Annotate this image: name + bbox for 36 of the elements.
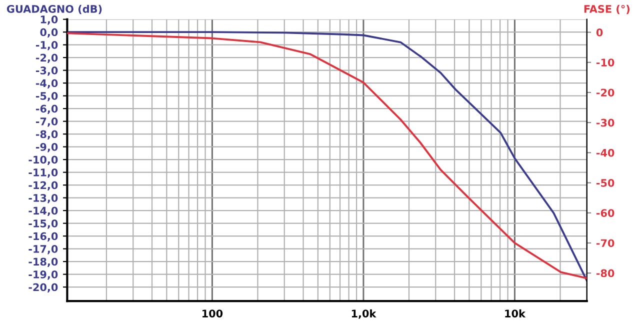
y-tick-label: -11,0: [28, 168, 58, 178]
y-tick-label: -13,0: [28, 194, 58, 204]
y-tick-label: -10,0: [28, 156, 58, 165]
x-tick-label: 10k: [505, 309, 526, 318]
y2-tick-label: -10: [596, 58, 614, 66]
x-tick-label: 1,0k: [352, 309, 376, 319]
y-tick-label: -15,0: [28, 220, 58, 229]
y2-tick-label: -70: [596, 239, 614, 248]
y-tick-label: -1,0: [36, 41, 58, 50]
y-tick-label: -6,0: [36, 104, 58, 114]
y-tick-label: -9,0: [36, 143, 58, 152]
y-axis-title: GUADAGNO (dB): [6, 4, 102, 14]
y-tick-label: -14,0: [28, 206, 58, 216]
y-tick-label: -18,0: [28, 258, 58, 267]
y-tick-label: -8,0: [36, 130, 58, 140]
y-tick-label: -16,0: [28, 232, 58, 242]
y2-tick-label: -80: [596, 269, 614, 278]
y-tick-label: -12,0: [28, 181, 58, 190]
y2-tick-label: -30: [596, 118, 614, 127]
y-tick-label: 0,0: [40, 28, 58, 38]
y2-tick-label: -50: [596, 179, 614, 187]
y-tick-label: -5,0: [36, 92, 58, 102]
y2-tick-label: 0: [596, 28, 603, 36]
y-tick-label: -19,0: [28, 270, 58, 280]
y-tick-label: -17,0: [28, 245, 58, 254]
y-tick-label: -3,0: [36, 66, 58, 76]
y2-tick-label: -60: [596, 209, 614, 217]
y2-axis-title: FASE (°): [584, 4, 630, 14]
x-tick-label: 100: [202, 310, 223, 318]
y-tick-label: 1,0: [40, 16, 58, 25]
y-tick-label: -7,0: [36, 118, 58, 127]
y-tick-label: -20,0: [28, 283, 58, 292]
y-tick-label: -4,0: [36, 79, 58, 88]
y-tick-label: -2,0: [36, 54, 58, 64]
y2-tick-label: -20: [596, 88, 614, 97]
y2-tick-label: -40: [596, 148, 614, 157]
